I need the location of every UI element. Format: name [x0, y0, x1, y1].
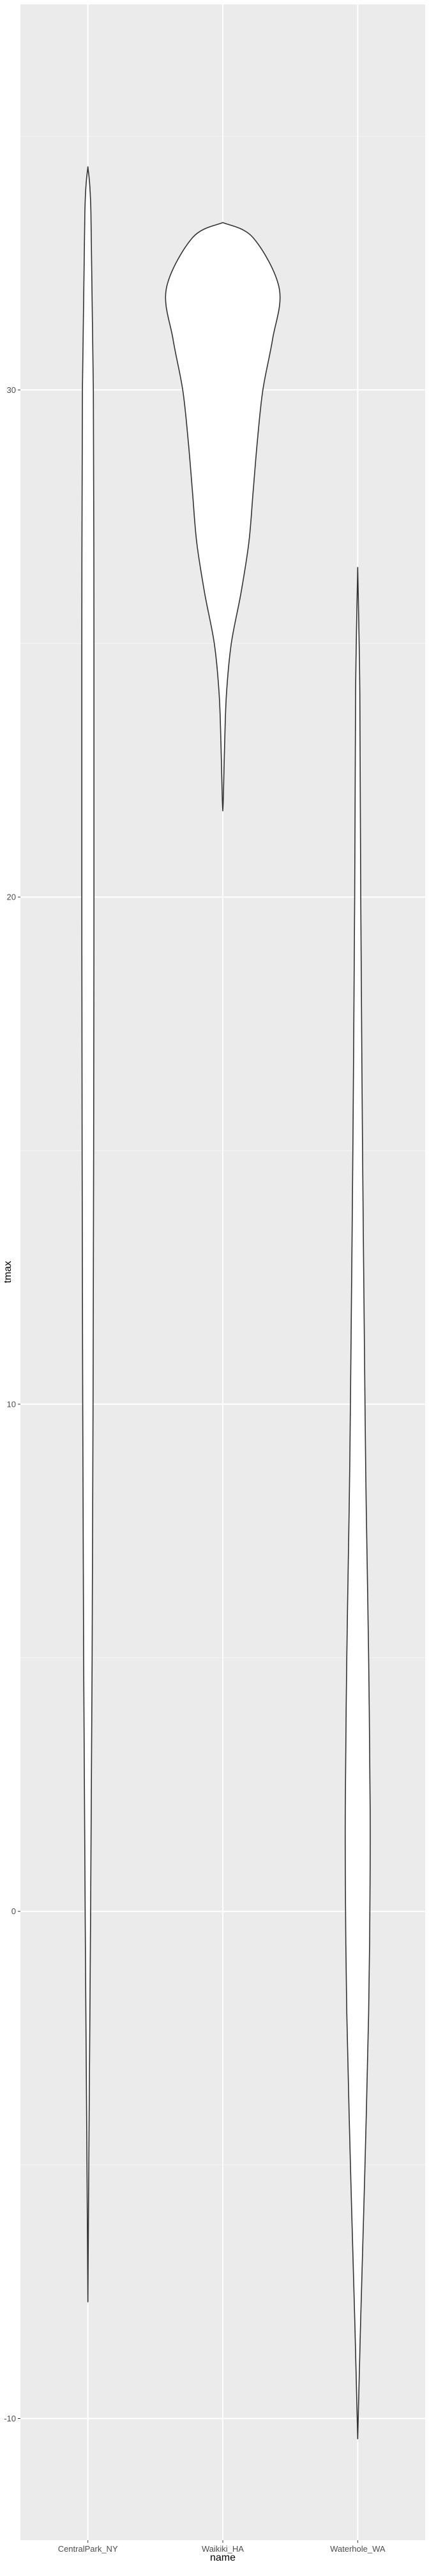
x-tick-label: Waterhole_WA: [330, 2544, 386, 2554]
x-tick-label: CentralPark_NY: [58, 2544, 118, 2554]
x-axis-title: name: [210, 2552, 236, 2563]
y-tick-label: 30: [7, 385, 16, 395]
y-tick-label: -10: [4, 2414, 16, 2423]
x-axis: CentralPark_NY Waikiki_HA Waterhole_WA: [58, 2540, 386, 2554]
y-tick-label: 0: [11, 1906, 16, 1916]
y-axis-title: tmax: [3, 1261, 13, 1284]
violin-waikiki-ha: [165, 222, 281, 811]
violin-centralpark-ny: [81, 166, 95, 2303]
x-tick-label: Waikiki_HA: [202, 2544, 244, 2554]
violin-waterhole-wa: [344, 567, 371, 2440]
y-tick-label: 20: [7, 893, 16, 902]
violins: [81, 166, 371, 2440]
y-tick-label: 10: [7, 1399, 16, 1409]
y-axis: -10 0 10 20 30: [4, 385, 20, 2423]
